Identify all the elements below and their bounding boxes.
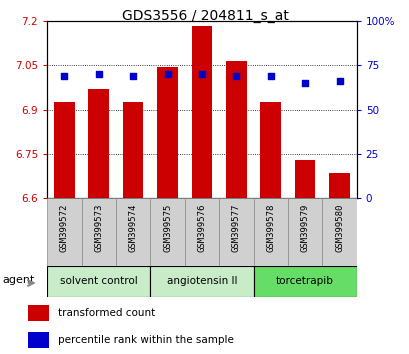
Text: torcetrapib: torcetrapib <box>276 276 333 286</box>
Bar <box>157 67 178 198</box>
Bar <box>328 173 349 198</box>
Point <box>61 73 67 79</box>
Point <box>267 73 273 79</box>
Text: GSM399577: GSM399577 <box>231 204 240 252</box>
Text: GSM399576: GSM399576 <box>197 204 206 252</box>
Bar <box>218 198 253 266</box>
Point <box>335 79 342 84</box>
Text: GSM399574: GSM399574 <box>128 204 137 252</box>
Text: GSM399579: GSM399579 <box>300 204 309 252</box>
Bar <box>225 61 246 198</box>
Bar <box>116 198 150 266</box>
Bar <box>88 89 109 198</box>
Point <box>95 72 102 77</box>
Bar <box>28 332 49 348</box>
Bar <box>184 198 218 266</box>
Bar <box>191 26 212 198</box>
Point <box>232 73 239 79</box>
Point <box>164 72 171 77</box>
Bar <box>81 198 116 266</box>
Bar <box>287 198 321 266</box>
Bar <box>47 266 150 297</box>
Point <box>198 72 204 77</box>
Text: angiotensin II: angiotensin II <box>166 276 236 286</box>
Bar <box>150 198 184 266</box>
Text: solvent control: solvent control <box>60 276 137 286</box>
Bar <box>47 198 81 266</box>
Point <box>130 73 136 79</box>
Text: GSM399572: GSM399572 <box>60 204 69 252</box>
Text: GDS3556 / 204811_s_at: GDS3556 / 204811_s_at <box>121 9 288 23</box>
Bar <box>253 266 356 297</box>
Text: GSM399580: GSM399580 <box>334 204 343 252</box>
Bar <box>294 160 315 198</box>
Text: transformed count: transformed count <box>58 308 155 318</box>
Text: GSM399573: GSM399573 <box>94 204 103 252</box>
Text: agent: agent <box>2 275 35 285</box>
Text: GSM399575: GSM399575 <box>163 204 172 252</box>
Bar <box>54 102 74 198</box>
Bar <box>260 102 280 198</box>
Text: GSM399578: GSM399578 <box>265 204 274 252</box>
Bar <box>253 198 287 266</box>
Bar <box>28 305 49 321</box>
Bar <box>321 198 356 266</box>
Text: percentile rank within the sample: percentile rank within the sample <box>58 335 234 346</box>
Bar <box>150 266 253 297</box>
Point <box>301 80 308 86</box>
Bar <box>123 102 143 198</box>
